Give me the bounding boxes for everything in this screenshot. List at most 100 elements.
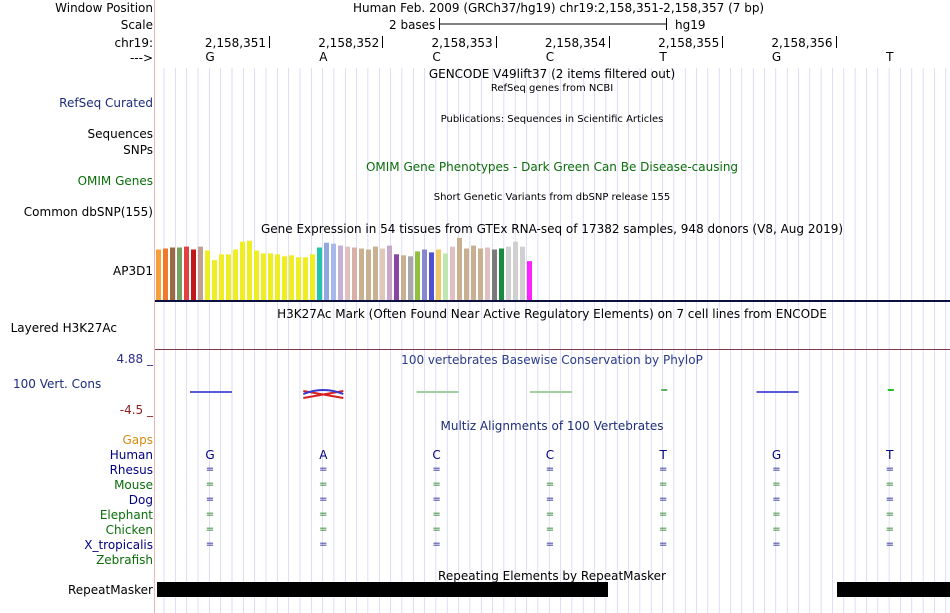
cons-track-label[interactable]: 100 Vert. Cons xyxy=(13,377,102,391)
gtex-gene-label[interactable]: AP3D1 xyxy=(113,264,153,278)
repeat-track-title[interactable]: Repeating Elements by RepeatMasker xyxy=(438,569,666,583)
alignment-base: = xyxy=(885,494,894,505)
gtex-bar-chart[interactable] xyxy=(155,232,555,302)
repeat-block[interactable] xyxy=(836,582,950,597)
gtex-tissue-bar xyxy=(408,256,413,300)
scale-text: 2 bases xyxy=(389,18,436,32)
gtex-tissue-bar xyxy=(289,255,294,300)
repeat-track-label[interactable]: RepeatMasker xyxy=(67,583,153,597)
species-label[interactable]: Zebrafish xyxy=(96,553,153,567)
gtex-tissue-bar xyxy=(296,257,301,300)
scale-bar xyxy=(439,18,667,30)
base-letter: C xyxy=(432,50,441,64)
gtex-tissue-bar xyxy=(219,254,224,300)
species-label[interactable]: Dog xyxy=(128,493,153,507)
ruler-tick xyxy=(608,36,610,48)
h3k27ac-baseline xyxy=(155,349,950,350)
ruler-position: 2,158,356 xyxy=(771,36,833,50)
browser-title: Human Feb. 2009 (GRCh37/hg19) chr19:2,15… xyxy=(353,1,765,15)
gtex-tissue-bar xyxy=(205,250,210,300)
snps-track-label[interactable]: SNPs xyxy=(123,143,153,157)
gtex-tissue-bar xyxy=(338,245,343,300)
gtex-tissue-bar xyxy=(317,247,322,300)
species-label[interactable]: Chicken xyxy=(105,523,153,537)
base-letter: T xyxy=(659,50,667,64)
gtex-tissue-bar xyxy=(156,249,161,300)
cons-glyph xyxy=(302,389,344,399)
alignment-base: = xyxy=(658,464,668,475)
gtex-tissue-bar xyxy=(247,240,252,300)
label-divider xyxy=(154,0,155,613)
refseq-track-label[interactable]: RefSeq Curated xyxy=(59,96,153,110)
strand-label: ---> xyxy=(129,51,153,65)
window-position-label: Window Position xyxy=(55,1,153,15)
base-letter: C xyxy=(545,50,555,64)
alignment-base: = xyxy=(545,509,555,520)
gtex-track-title[interactable]: Gene Expression in 54 tissues from GTEx … xyxy=(260,222,844,236)
gtex-tissue-bar xyxy=(233,249,238,300)
gaps-label[interactable]: Gaps xyxy=(122,433,153,447)
alignment-base: C xyxy=(432,448,441,462)
sequences-track-label[interactable]: Sequences xyxy=(87,127,153,141)
species-label[interactable]: Elephant xyxy=(99,508,153,522)
species-label[interactable]: Rhesus xyxy=(109,463,153,477)
gtex-baseline xyxy=(155,300,950,302)
dbsnp-track-title[interactable]: Short Genetic Variants from dbSNP releas… xyxy=(433,192,671,203)
gtex-tissue-bar xyxy=(282,256,287,300)
gtex-tissue-bar xyxy=(366,249,371,300)
scale-label: Scale xyxy=(120,18,153,32)
gencode-track-title[interactable]: GENCODE V49lift37 (2 items filtered out) xyxy=(428,67,676,81)
alignment-base: G xyxy=(205,448,215,462)
gtex-tissue-bar xyxy=(275,254,280,300)
gtex-tissue-bar xyxy=(331,243,336,300)
ruler-position: 2,158,352 xyxy=(318,36,380,50)
base-letter: A xyxy=(319,50,328,64)
h3k27ac-track-title[interactable]: H3K27Ac Mark (Often Found Near Active Re… xyxy=(277,307,827,321)
alignment-base: = xyxy=(885,464,894,475)
alignment-base: = xyxy=(772,539,781,550)
alignment-base: = xyxy=(885,479,894,490)
gtex-tissue-bar xyxy=(373,246,378,300)
gtex-tissue-bar xyxy=(184,246,189,300)
alignment-base: = xyxy=(319,494,328,505)
ruler-position: 2,158,354 xyxy=(544,36,606,50)
omim-track-label[interactable]: OMIM Genes xyxy=(77,174,153,188)
alignment-base: = xyxy=(205,464,215,475)
dbsnp-track-label[interactable]: Common dbSNP(155) xyxy=(23,205,153,219)
repeat-block[interactable] xyxy=(157,582,608,597)
alignment-base: = xyxy=(658,524,668,535)
ruler-tick xyxy=(835,36,837,48)
alignment-base: = xyxy=(205,524,215,535)
alignment-base: = xyxy=(545,479,555,490)
ruler-tick xyxy=(495,36,497,48)
gtex-tissue-bar xyxy=(352,247,357,300)
cons-track-title[interactable]: 100 vertebrates Basewise Conservation by… xyxy=(401,353,703,367)
refseq-track-subtitle[interactable]: RefSeq genes from NCBI xyxy=(490,83,614,94)
alignment-base: = xyxy=(658,494,668,505)
base-letter: G xyxy=(771,50,782,64)
gtex-tissue-bar xyxy=(198,246,203,300)
alignment-base: = xyxy=(319,479,328,490)
gtex-tissue-bar xyxy=(464,248,469,300)
multiz-track-title[interactable]: Multiz Alignments of 100 Vertebrates xyxy=(440,419,664,433)
species-label[interactable]: Human xyxy=(109,448,153,462)
alignment-base: = xyxy=(432,524,441,535)
cons-max-value: 4.88 _ xyxy=(116,352,153,366)
gtex-tissue-bar xyxy=(520,246,525,300)
alignment-base: = xyxy=(658,509,668,520)
gtex-tissue-bar xyxy=(471,245,476,300)
alignment-base: T xyxy=(659,448,667,462)
omim-track-title[interactable]: OMIM Gene Phenotypes - Dark Green Can Be… xyxy=(365,160,739,174)
species-label[interactable]: X_tropicalis xyxy=(84,538,153,552)
alignment-base: = xyxy=(319,509,328,520)
gtex-tissue-bar xyxy=(492,249,497,300)
alignment-base: = xyxy=(205,509,215,520)
alignment-base: = xyxy=(545,494,555,505)
h3k27ac-track-label[interactable]: Layered H3K27Ac xyxy=(10,321,117,335)
gtex-tissue-bar xyxy=(163,248,168,300)
assembly-label: hg19 xyxy=(675,18,706,32)
species-label[interactable]: Mouse xyxy=(114,478,153,492)
ruler-position: 2,158,355 xyxy=(658,36,720,50)
publications-track-title[interactable]: Publications: Sequences in Scientific Ar… xyxy=(440,114,664,125)
